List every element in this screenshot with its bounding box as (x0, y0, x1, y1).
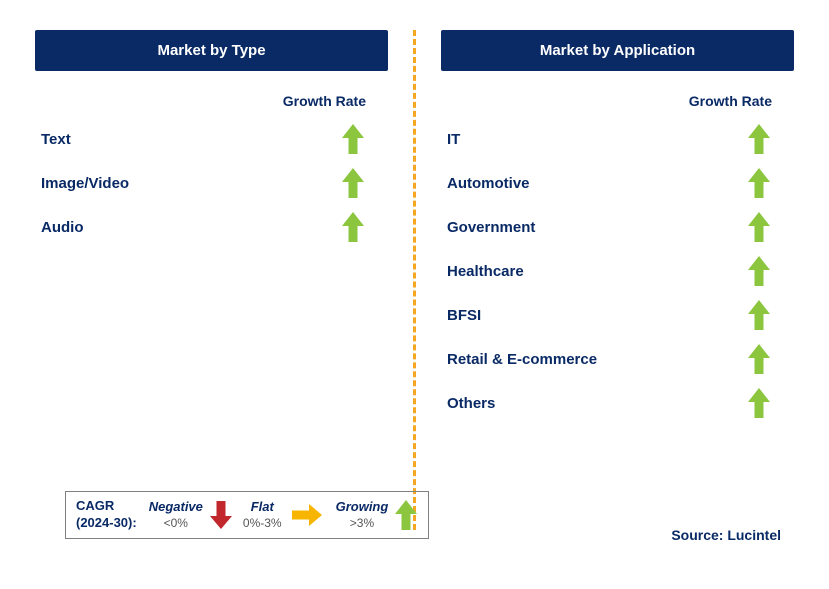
legend-entry-range: 0%-3% (243, 516, 282, 531)
item-label: Audio (35, 219, 84, 236)
item-label: Government (441, 219, 535, 236)
right-growth-header: Growth Rate (441, 93, 794, 109)
list-item: Retail & E-commerce (441, 337, 794, 381)
arrow-up-icon (345, 124, 361, 154)
left-items-list: Text Image/Video Audio (35, 117, 388, 249)
legend-entry: Growing>3% (336, 499, 389, 530)
legend-arrow (213, 501, 229, 529)
item-label: Image/Video (35, 175, 129, 192)
left-panel-title: Market by Type (35, 30, 388, 71)
item-label: Healthcare (441, 263, 524, 280)
growth-indicator (318, 168, 388, 198)
list-item: Government (441, 205, 794, 249)
legend-title-line1: CAGR (76, 498, 137, 515)
growth-indicator (724, 168, 794, 198)
legend-entry-range: >3% (350, 516, 374, 531)
right-panel-title: Market by Application (441, 30, 794, 71)
list-item: Automotive (441, 161, 794, 205)
legend-arrow (398, 500, 414, 530)
legend-entry-range: <0% (164, 516, 188, 531)
growth-indicator (724, 256, 794, 286)
legend-entry-label: Negative (149, 499, 203, 515)
arrow-up-icon (345, 212, 361, 242)
legend-title-line2: (2024-30): (76, 515, 137, 532)
arrow-up-icon (751, 124, 767, 154)
arrow-up-icon (751, 212, 767, 242)
arrow-up-icon (751, 344, 767, 374)
legend-entry-label: Growing (336, 499, 389, 515)
legend-arrow (292, 507, 322, 523)
list-item: Healthcare (441, 249, 794, 293)
source-attribution: Source: Lucintel (671, 527, 781, 543)
list-item: Others (441, 381, 794, 425)
legend-entry: Negative<0% (149, 499, 203, 530)
list-item: Text (35, 117, 388, 161)
growth-indicator (724, 300, 794, 330)
item-label: Others (441, 395, 495, 412)
list-item: BFSI (441, 293, 794, 337)
left-growth-header: Growth Rate (35, 93, 388, 109)
infographic-container: Market by Type Growth Rate Text Image/Vi… (0, 0, 829, 530)
arrow-up-icon (751, 256, 767, 286)
arrow-up-icon (751, 300, 767, 330)
growth-indicator (724, 124, 794, 154)
arrow-up-icon (345, 168, 361, 198)
growth-indicator (724, 212, 794, 242)
item-label: Retail & E-commerce (441, 351, 597, 368)
list-item: Audio (35, 205, 388, 249)
legend-box: CAGR (2024-30): Negative<0% Flat0%-3% Gr… (65, 491, 429, 539)
arrow-right-icon (292, 507, 322, 523)
legend-entry-label: Flat (251, 499, 274, 515)
growth-indicator (724, 344, 794, 374)
arrow-up-icon (751, 168, 767, 198)
growth-indicator (318, 212, 388, 242)
list-item: Image/Video (35, 161, 388, 205)
left-panel: Market by Type Growth Rate Text Image/Vi… (35, 30, 413, 530)
arrow-up-icon (398, 500, 414, 530)
list-item: IT (441, 117, 794, 161)
arrow-down-icon (213, 501, 229, 529)
arrow-up-icon (751, 388, 767, 418)
growth-indicator (724, 388, 794, 418)
item-label: Text (35, 131, 71, 148)
legend-entry: Flat0%-3% (243, 499, 282, 530)
legend-title: CAGR (2024-30): (76, 498, 137, 532)
item-label: Automotive (441, 175, 530, 192)
item-label: IT (441, 131, 460, 148)
right-panel: Market by Application Growth Rate IT Aut… (416, 30, 794, 530)
growth-indicator (318, 124, 388, 154)
item-label: BFSI (441, 307, 481, 324)
right-items-list: IT Automotive Government Healthcare BFSI… (441, 117, 794, 425)
